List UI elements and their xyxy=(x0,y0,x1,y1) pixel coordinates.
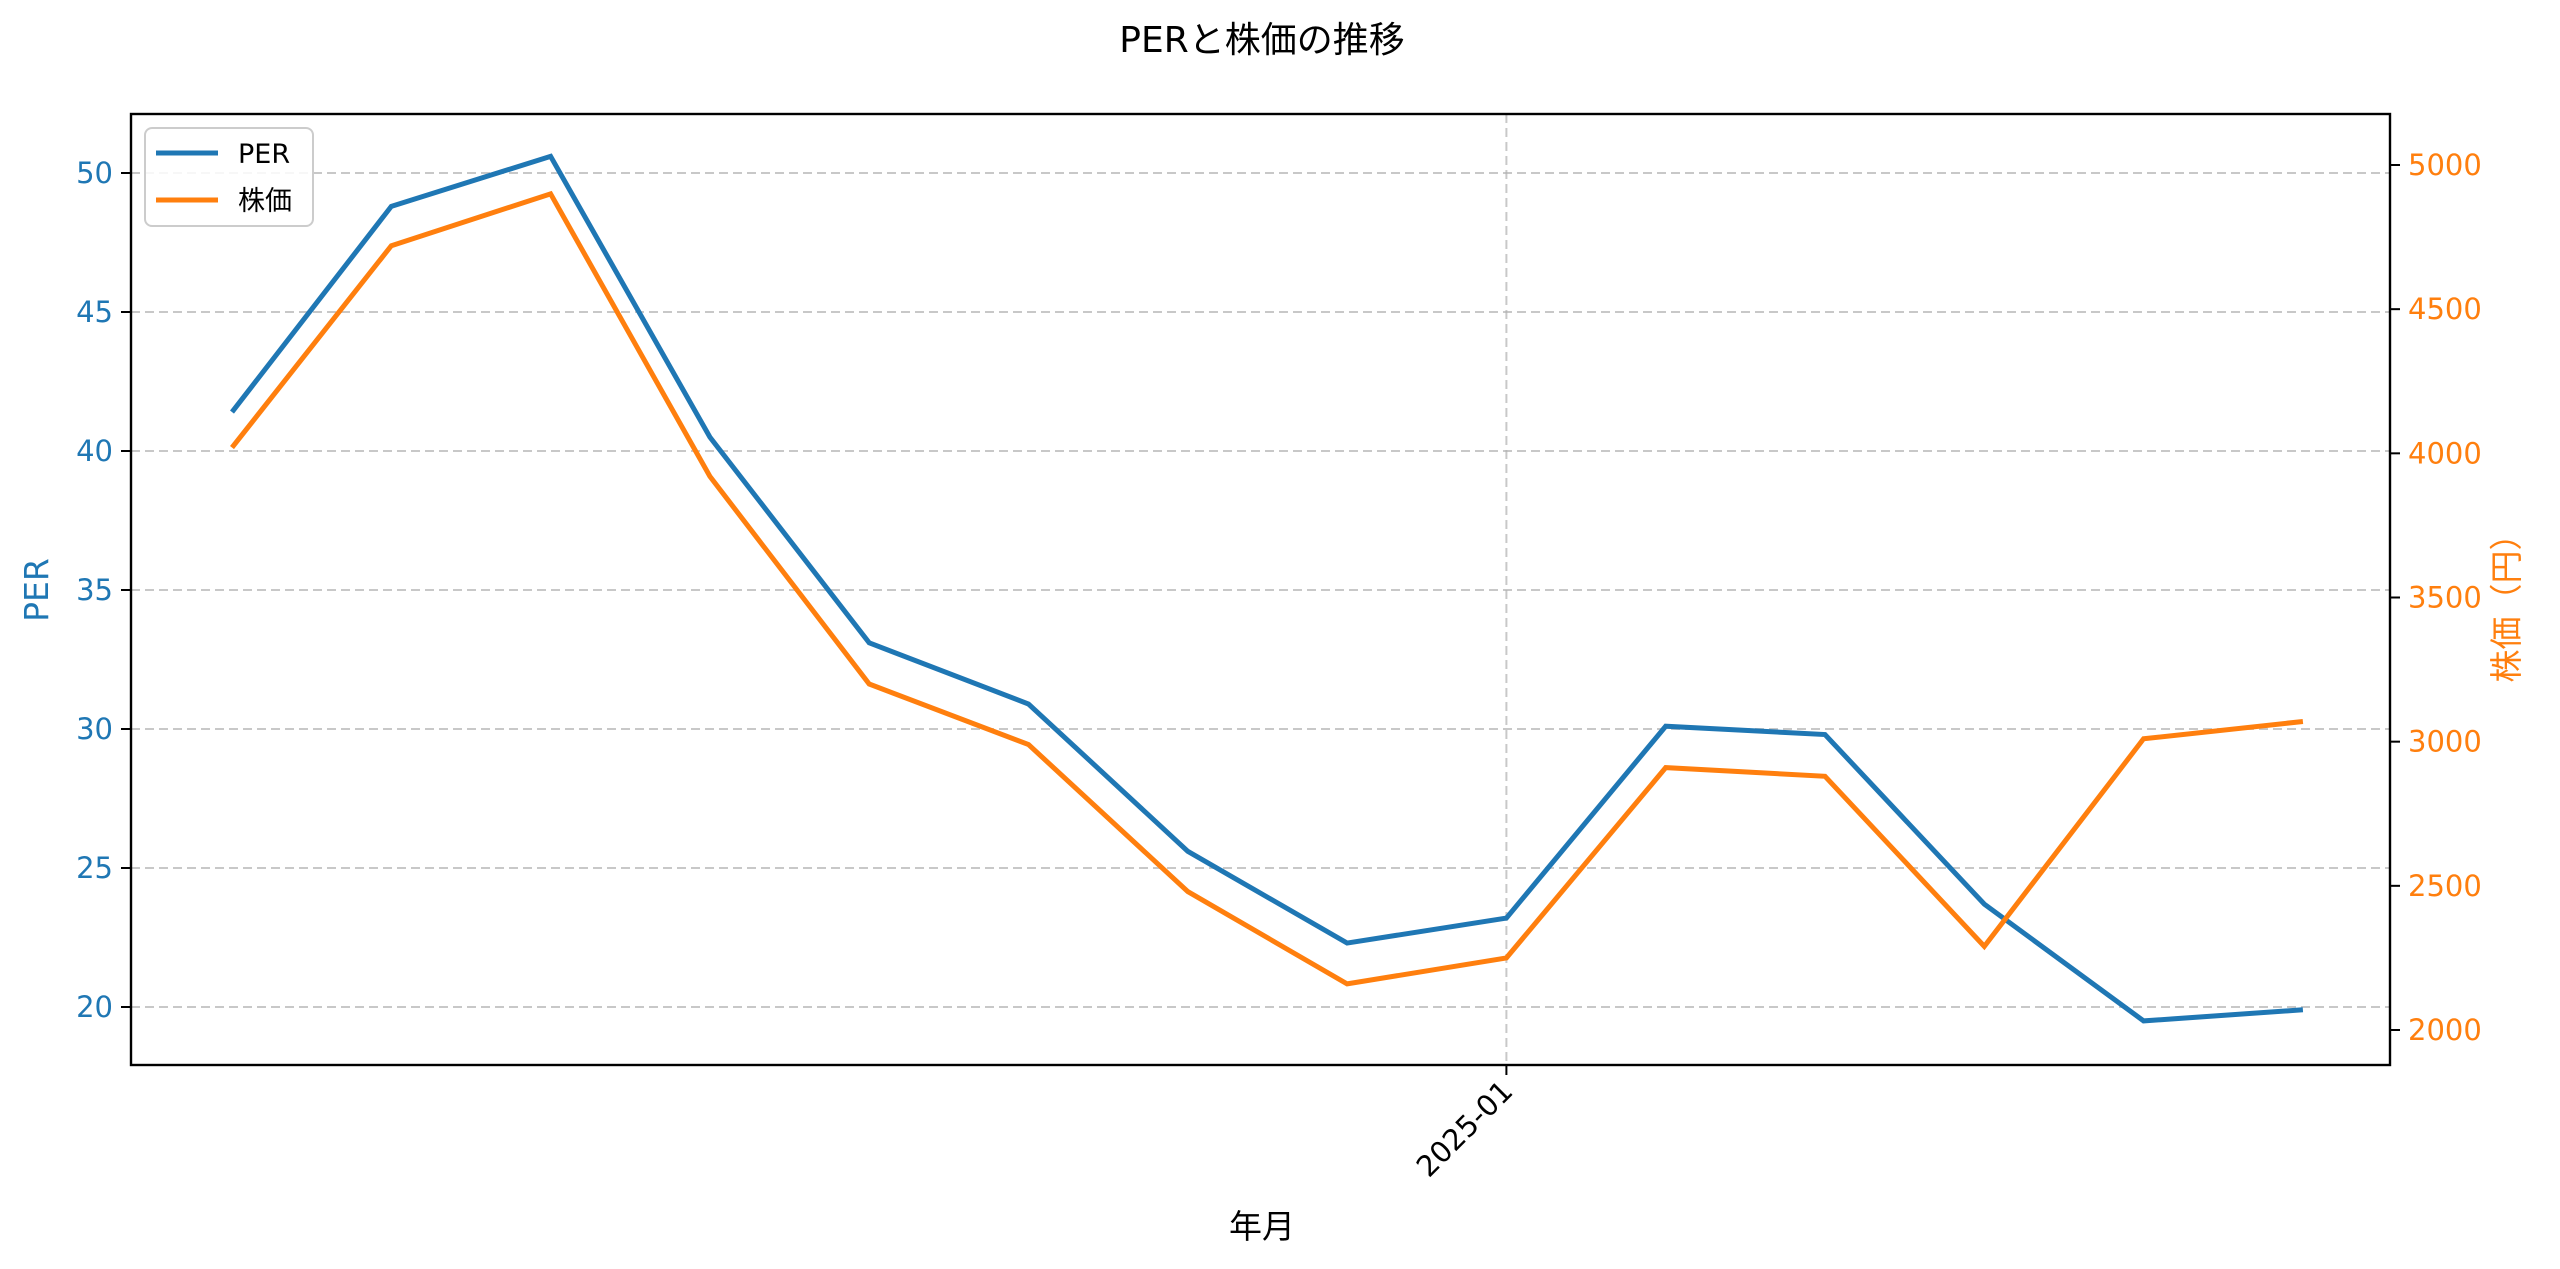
y-tick-left-label: 30 xyxy=(76,712,113,746)
y-tick-left-label: 45 xyxy=(76,295,113,329)
y-tick-right-label: 4500 xyxy=(2408,292,2482,326)
y-axis-left: 20 25 30 35 40 45 50 xyxy=(76,156,131,1024)
y-tick-right-label: 3500 xyxy=(2408,581,2482,615)
series-lines xyxy=(230,153,2304,1024)
legend-price-label: 株価 xyxy=(238,186,292,217)
y-tick-right-label: 3000 xyxy=(2408,725,2482,759)
y-axis-left-label: PER xyxy=(17,558,56,622)
y-tick-right-label: 4000 xyxy=(2408,436,2482,470)
y-tick-right-label: 5000 xyxy=(2408,148,2482,182)
x-tick-label: 2025-01 xyxy=(1410,1074,1520,1184)
y-axis-right-label: 株価（円） xyxy=(2487,518,2526,683)
legend-per-label: PER xyxy=(238,139,290,170)
x-axis: 2025-01 xyxy=(1410,1065,1520,1184)
y-tick-left-label: 20 xyxy=(76,990,113,1024)
series-price-line xyxy=(230,190,2304,987)
y-tick-right-label: 2000 xyxy=(2408,1013,2482,1047)
y-axis-right: 2000 2500 3000 3500 4000 4500 5000 xyxy=(2390,148,2482,1047)
series-per-line xyxy=(230,153,2304,1024)
legend: PER 株価 xyxy=(144,127,314,227)
chart-title: PERと株価の推移 xyxy=(1119,20,1404,61)
y-tick-right-label: 2500 xyxy=(2408,869,2482,903)
y-tick-left-label: 25 xyxy=(76,851,113,885)
y-tick-left-label: 40 xyxy=(76,434,113,468)
y-tick-left-label: 35 xyxy=(76,573,113,607)
grid-lines xyxy=(131,114,2390,1065)
x-axis-label: 年月 xyxy=(1229,1207,1295,1246)
y-tick-left-label: 50 xyxy=(76,156,113,190)
